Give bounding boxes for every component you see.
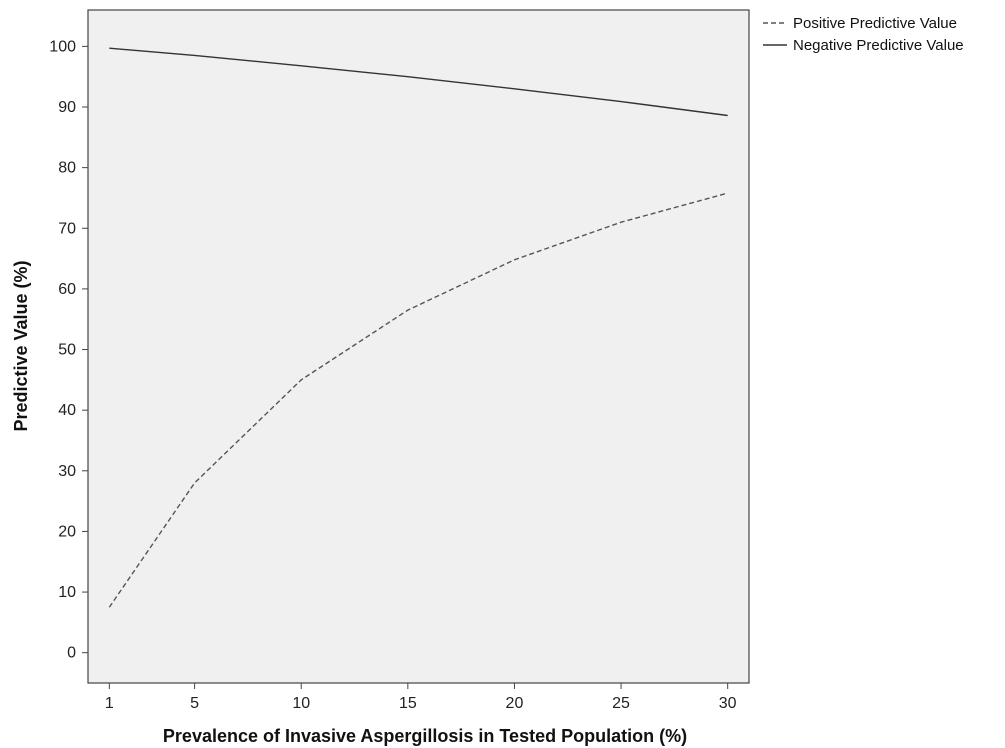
legend: Positive Predictive Value Negative Predic… — [763, 15, 964, 54]
x-axis: 1 5 10 15 20 25 30 — [105, 683, 737, 712]
x-axis-title: Prevalence of Invasive Aspergillosis in … — [163, 726, 687, 746]
y-tick-label: 100 — [49, 38, 76, 55]
series-line-positive-predictive-value — [108, 192, 728, 608]
x-tick-label: 10 — [292, 695, 310, 712]
x-tick-label: 25 — [612, 695, 630, 712]
y-axis: 0 10 20 30 40 50 60 70 80 90 100 — [49, 38, 88, 662]
plot-area — [88, 10, 749, 683]
y-tick-label: 70 — [58, 220, 76, 237]
x-tick-label: 15 — [399, 695, 417, 712]
y-tick-label: 0 — [67, 645, 76, 662]
y-tick-label: 40 — [58, 402, 76, 419]
y-tick-label: 10 — [58, 584, 76, 601]
axis-lines — [87, 9, 750, 684]
legend-label: Positive Predictive Value — [793, 15, 957, 32]
plot-frame — [87, 9, 750, 684]
x-tick-label: 30 — [719, 695, 737, 712]
x-tick-label: 1 — [105, 695, 114, 712]
x-tick-label: 5 — [190, 695, 199, 712]
y-tick-label: 60 — [58, 281, 76, 298]
x-tick-label: 20 — [506, 695, 524, 712]
series-line-negative-predictive-value — [109, 47, 728, 117]
y-tick-label: 30 — [58, 463, 76, 480]
y-tick-label: 80 — [58, 160, 76, 177]
legend-label: Negative Predictive Value — [793, 37, 964, 54]
y-tick-label: 50 — [58, 342, 76, 359]
y-tick-label: 90 — [58, 99, 76, 116]
y-tick-label: 20 — [58, 523, 76, 540]
y-axis-title: Predictive Value (%) — [11, 260, 31, 431]
series-layer — [108, 47, 728, 608]
